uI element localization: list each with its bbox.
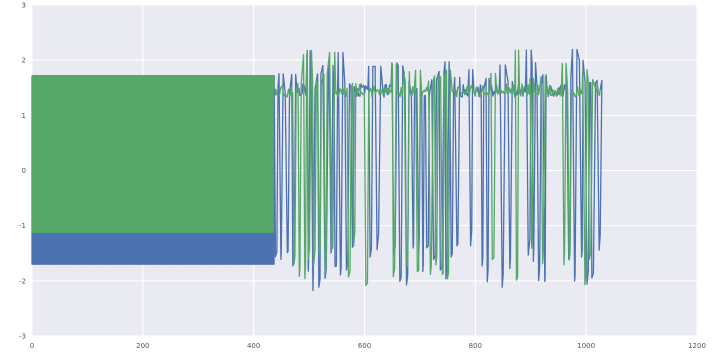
series-line-2: [31, 49, 601, 287]
y-tick-label: 2: [22, 57, 26, 65]
y-tick-label: 3: [22, 2, 26, 10]
x-tick-label: 800: [469, 342, 482, 350]
y-tick-label: 1: [22, 112, 26, 120]
y-tick-label: 0: [22, 167, 26, 175]
y-tick-labels: -3 -2 -1 0 1 2 3: [19, 2, 26, 341]
y-tick-label: -2: [19, 277, 26, 285]
x-tick-label: 1200: [688, 342, 706, 350]
series-lines: [31, 48, 603, 292]
x-tick-label: 200: [136, 342, 149, 350]
y-tick-label: -3: [19, 333, 26, 341]
y-tick-label: -1: [19, 222, 26, 230]
x-tick-labels: 0 200 400 600 800 1000 1200: [30, 342, 706, 350]
x-tick-label: 600: [358, 342, 371, 350]
x-tick-label: 400: [247, 342, 260, 350]
x-tick-label: 0: [30, 342, 34, 350]
x-tick-label: 1000: [577, 342, 595, 350]
